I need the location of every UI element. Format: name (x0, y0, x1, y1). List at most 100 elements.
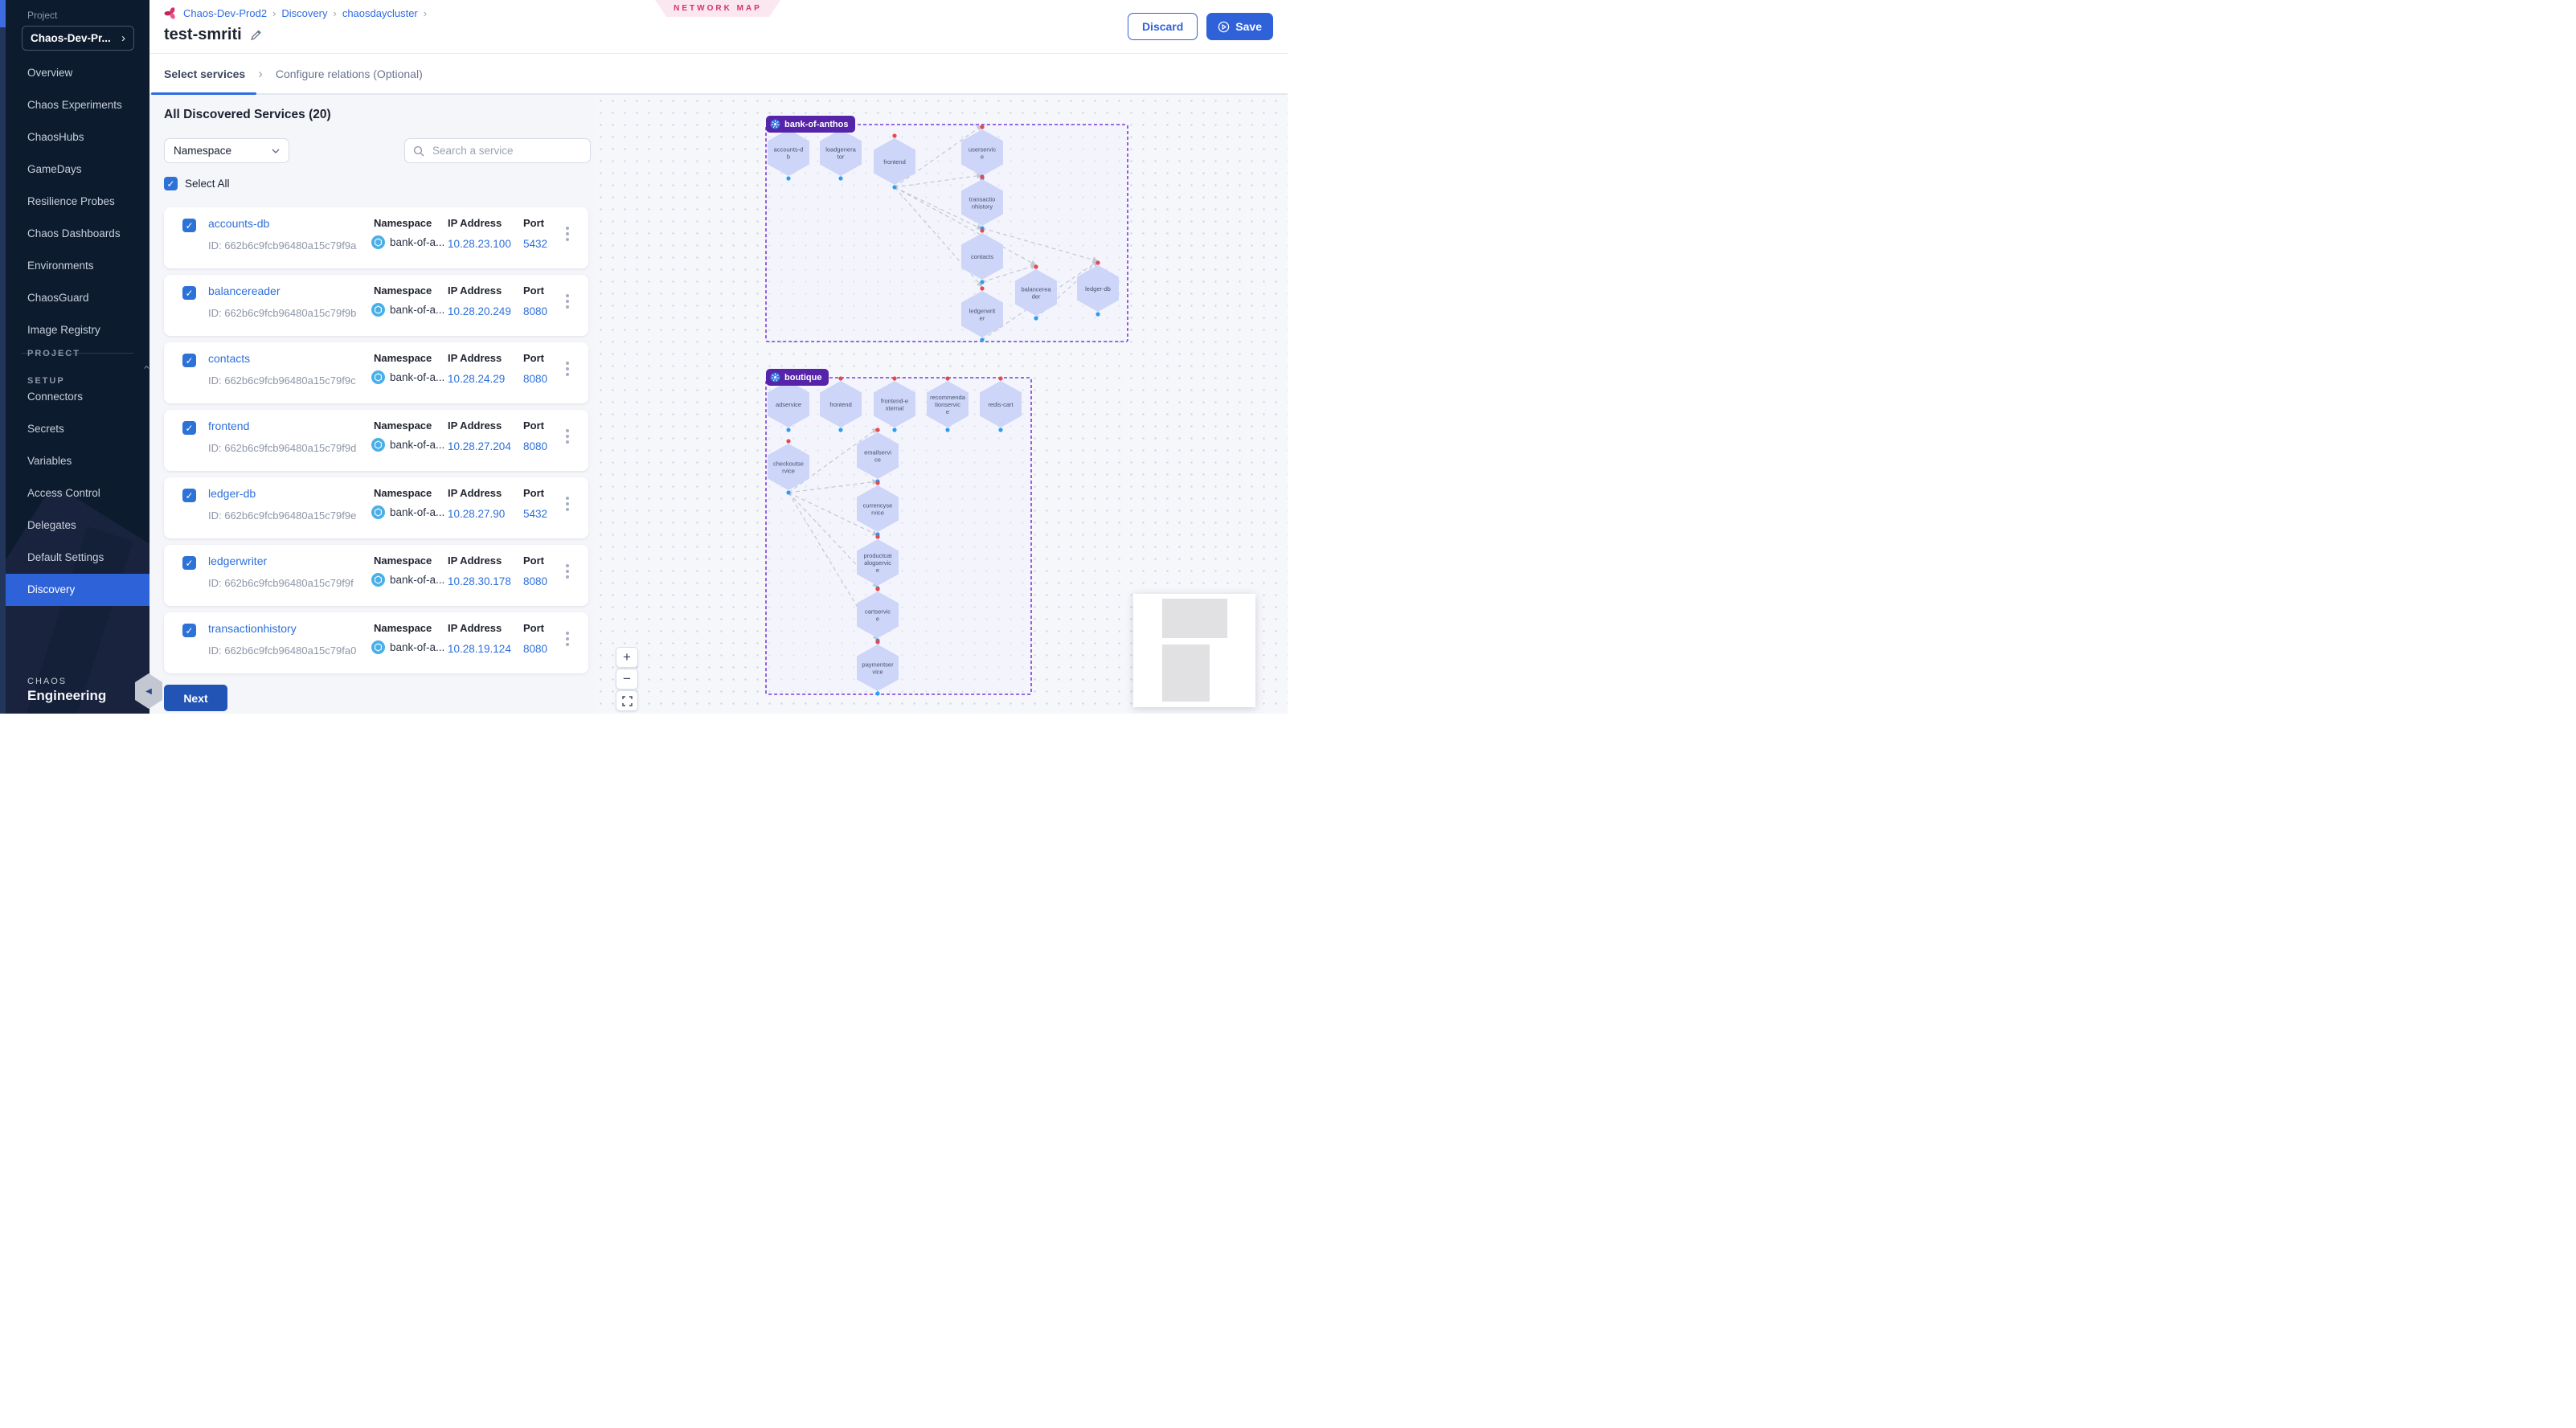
service-checkbox[interactable]: ✓ (182, 286, 196, 300)
sidebar-item-image-registry[interactable]: Image Registry (27, 324, 100, 336)
service-name-link[interactable]: contacts (208, 352, 251, 365)
column-header-port: Port (523, 217, 544, 229)
map-minimap[interactable] (1133, 594, 1255, 707)
column-header-namespace: Namespace (374, 284, 432, 297)
column-header-ip-address: IP Address (448, 217, 502, 229)
kebab-menu-icon[interactable] (566, 497, 569, 500)
sidebar-item-access-control[interactable]: Access Control (27, 487, 100, 499)
sidebar-item-delegates[interactable]: Delegates (27, 519, 76, 531)
kubernetes-icon (770, 119, 780, 129)
sidebar-item-chaos-experiments[interactable]: Chaos Experiments (27, 99, 122, 111)
fullscreen-button[interactable] (616, 690, 638, 711)
column-header-ip-address: IP Address (448, 622, 502, 634)
service-name-link[interactable]: accounts-db (208, 217, 270, 230)
namespace-text: bank-of-a... (390, 439, 445, 451)
sidebar-item-secrets[interactable]: Secrets (27, 423, 64, 435)
save-button[interactable]: Save (1206, 13, 1273, 40)
sidebar-item-variables[interactable]: Variables (27, 455, 72, 467)
port-value: 5432 (523, 508, 548, 520)
column-header-port: Port (523, 622, 544, 634)
tab-configure-1[interactable]: Configure relations (Optional) (275, 67, 423, 80)
tab-select-0[interactable]: Select services (164, 67, 246, 80)
namespace-filter-value: Namespace (174, 145, 232, 157)
chevron-up-icon (144, 365, 149, 369)
project-selector[interactable]: Chaos-Dev-Pr... › (22, 26, 134, 51)
port-value: 5432 (523, 238, 548, 250)
column-header-port: Port (523, 554, 544, 567)
service-id: ID: 662b6c9fcb96480a15c79f9d (208, 442, 357, 454)
namespace-icon (371, 303, 385, 317)
project-setup-label: PROJECT SETUP (27, 349, 80, 386)
kebab-menu-icon[interactable] (566, 294, 569, 297)
search-input[interactable] (431, 144, 575, 158)
project-selector-value: Chaos-Dev-Pr... (31, 32, 111, 44)
sidebar-item-overview[interactable]: Overview (27, 67, 73, 79)
sidebar-item-default-settings[interactable]: Default Settings (27, 551, 104, 563)
sidebar-item-chaosguard[interactable]: ChaosGuard (27, 292, 89, 304)
service-name-link[interactable]: transactionhistory (208, 622, 297, 635)
breadcrumb-link[interactable]: Chaos-Dev-Prod2 (183, 7, 268, 19)
discard-button[interactable]: Discard (1127, 13, 1198, 40)
service-checkbox[interactable]: ✓ (182, 354, 196, 367)
namespace-text: bank-of-a... (390, 304, 445, 316)
namespace-text: bank-of-a... (390, 236, 445, 248)
sidebar-item-discovery[interactable]: Discovery (6, 574, 149, 606)
run-icon (1218, 21, 1230, 32)
column-header-namespace: Namespace (374, 487, 432, 499)
map-zoom-controls: + − (616, 647, 638, 712)
kebab-menu-icon[interactable] (566, 362, 569, 365)
next-button[interactable]: Next (164, 685, 227, 711)
cluster-badge-boutique[interactable]: boutique (766, 369, 829, 386)
services-list: ✓ accounts-db ID: 662b6c9fcb96480a15c79f9a… (164, 207, 588, 680)
service-id: ID: 662b6c9fcb96480a15c79f9e (208, 509, 357, 522)
zoom-out-button[interactable]: − (616, 669, 638, 689)
service-checkbox[interactable]: ✓ (182, 219, 196, 232)
sidebar: Project Chaos-Dev-Pr... › Overview Chaos … (6, 0, 149, 714)
sidebar-item-chaos-dashboards[interactable]: Chaos Dashboards (27, 227, 121, 239)
zoom-in-button[interactable]: + (616, 647, 638, 668)
namespace-value: bank-of-a... (371, 573, 444, 587)
namespace-icon (371, 505, 385, 519)
breadcrumb-link[interactable]: chaosdaycluster (342, 7, 418, 19)
service-card-contacts: ✓ contacts ID: 662b6c9fcb96480a15c79f9c Nam… (164, 342, 588, 403)
tab-bar: Select services › Configure relations (Opt… (149, 54, 1288, 95)
rail-scroll-indicator (0, 0, 6, 27)
sidebar-item-resilience-probes[interactable]: Resilience Probes (27, 195, 115, 207)
network-map-ribbon: NETWORK MAP (655, 0, 780, 17)
sidebar-item-environments[interactable]: Environments (27, 260, 94, 272)
kebab-menu-icon[interactable] (566, 429, 569, 432)
namespace-value: bank-of-a... (371, 505, 444, 519)
service-checkbox[interactable]: ✓ (182, 421, 196, 435)
edit-pencil-icon[interactable] (250, 29, 262, 41)
service-checkbox[interactable]: ✓ (182, 489, 196, 502)
service-name-link[interactable]: balancereader (208, 284, 281, 297)
breadcrumb-link[interactable]: Discovery (281, 7, 328, 19)
kebab-menu-icon[interactable] (566, 564, 569, 567)
cluster-badge-bank-of-anthos[interactable]: bank-of-anthos (766, 116, 856, 133)
main-content: accounts-d b loadgenera tor frontend userserv… (149, 95, 1288, 714)
service-name-link[interactable]: frontend (208, 419, 250, 432)
service-name-link[interactable]: ledgerwriter (208, 554, 268, 567)
service-id: ID: 662b6c9fcb96480a15c79f9a (208, 239, 357, 252)
kebab-menu-icon[interactable] (566, 227, 569, 230)
service-checkbox[interactable]: ✓ (182, 624, 196, 637)
service-checkbox[interactable]: ✓ (182, 556, 196, 570)
service-card-frontend: ✓ frontend ID: 662b6c9fcb96480a15c79f9d Nam… (164, 410, 588, 471)
namespace-value: bank-of-a... (371, 370, 444, 384)
sidebar-section-project-setup[interactable]: PROJECT SETUP (6, 349, 149, 386)
namespace-value: bank-of-a... (371, 438, 444, 452)
sidebar-item-connectors[interactable]: Connectors (27, 391, 84, 403)
column-header-ip-address: IP Address (448, 554, 502, 567)
namespace-filter-dropdown[interactable]: Namespace (164, 138, 289, 163)
sidebar-item-chaoshubs[interactable]: ChaosHubs (27, 131, 84, 143)
brand-top-text: CHAOS (27, 677, 68, 686)
sidebar-item-gamedays[interactable]: GameDays (27, 163, 82, 175)
service-name-link[interactable]: ledger-db (208, 487, 256, 500)
service-card-balancereader: ✓ balancereader ID: 662b6c9fcb96480a15c79f… (164, 275, 588, 336)
active-tab-underline (151, 92, 256, 95)
namespace-value: bank-of-a... (371, 235, 444, 249)
kebab-menu-icon[interactable] (566, 632, 569, 635)
ip-address-value: 10.28.27.204 (448, 440, 511, 452)
namespace-icon (371, 573, 385, 587)
select-all-checkbox[interactable]: ✓ (164, 177, 178, 190)
